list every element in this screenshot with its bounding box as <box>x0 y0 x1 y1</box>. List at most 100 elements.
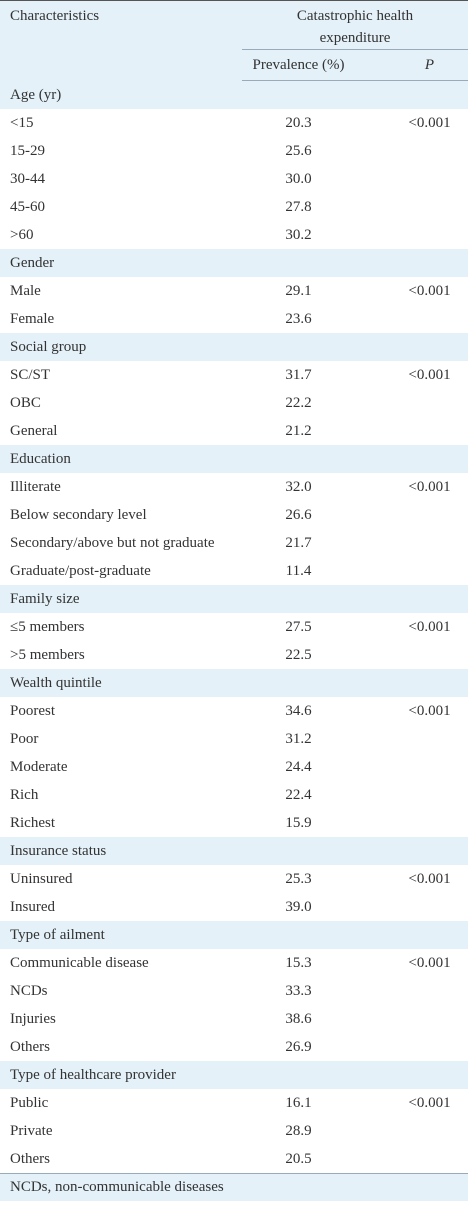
data-row: Others 26.9 <box>0 1032 468 1061</box>
data-row: Injuries 38.6 <box>0 1004 468 1033</box>
p-cell: <0.001 <box>355 360 468 389</box>
row-label: OBC <box>0 388 242 417</box>
row-label: Female <box>0 304 242 333</box>
row-label: Others <box>0 1032 242 1061</box>
p-cell <box>355 192 468 221</box>
header-cell: P <box>355 49 468 81</box>
data-row: 45-60 27.8 <box>0 192 468 221</box>
prevalence-cell: 15.3 <box>242 948 355 977</box>
prevalence-cell: 21.2 <box>242 416 355 445</box>
prevalence-cell: 25.3 <box>242 864 355 893</box>
p-cell <box>355 640 468 669</box>
p-cell <box>355 724 468 753</box>
group-label: Age (yr) <box>0 80 468 109</box>
data-row: Secondary/above but not graduate 21.7 <box>0 528 468 557</box>
p-cell: <0.001 <box>355 108 468 137</box>
p-cell <box>355 752 468 781</box>
data-row: Rich 22.4 <box>0 780 468 809</box>
data-table: Characteristics Catastrophic health expe… <box>0 0 468 1173</box>
row-label: Private <box>0 1116 242 1145</box>
data-row: Below secondary level 26.6 <box>0 500 468 529</box>
data-row: Graduate/post-graduate 11.4 <box>0 556 468 585</box>
row-label: NCDs <box>0 976 242 1005</box>
data-row: 30-44 30.0 <box>0 164 468 193</box>
row-label: Insured <box>0 892 242 921</box>
prevalence-cell: 29.1 <box>242 276 355 305</box>
data-row: <15 20.3 <0.001 <box>0 108 468 137</box>
row-label: Below secondary level <box>0 500 242 529</box>
row-label: ≤5 members <box>0 612 242 641</box>
prevalence-cell: 25.6 <box>242 136 355 165</box>
data-row: Poor 31.2 <box>0 724 468 753</box>
data-row: Public 16.1 <0.001 <box>0 1088 468 1117</box>
p-cell <box>355 1032 468 1061</box>
row-label: <15 <box>0 108 242 137</box>
prevalence-cell: 33.3 <box>242 976 355 1005</box>
group-row: Type of ailment <box>0 920 468 949</box>
prevalence-cell: 23.6 <box>242 304 355 333</box>
row-label: >5 members <box>0 640 242 669</box>
prevalence-cell: 24.4 <box>242 752 355 781</box>
p-cell <box>355 220 468 249</box>
header-cell: Characteristics <box>0 0 242 81</box>
p-cell: <0.001 <box>355 696 468 725</box>
data-row: >5 members 22.5 <box>0 640 468 669</box>
prevalence-cell: 27.8 <box>242 192 355 221</box>
prevalence-cell: 20.3 <box>242 108 355 137</box>
group-row: Age (yr) <box>0 80 468 109</box>
data-row: Illiterate 32.0 <0.001 <box>0 472 468 501</box>
p-cell <box>355 304 468 333</box>
data-row: 15-29 25.6 <box>0 136 468 165</box>
data-row: Poorest 34.6 <0.001 <box>0 696 468 725</box>
data-row: Uninsured 25.3 <0.001 <box>0 864 468 893</box>
prevalence-cell: 32.0 <box>242 472 355 501</box>
p-cell <box>355 892 468 921</box>
p-cell: <0.001 <box>355 612 468 641</box>
row-label: >60 <box>0 220 242 249</box>
prevalence-cell: 21.7 <box>242 528 355 557</box>
row-label: Illiterate <box>0 472 242 501</box>
header-cell: Prevalence (%) <box>242 49 355 81</box>
data-row: OBC 22.2 <box>0 388 468 417</box>
row-label: Others <box>0 1144 242 1173</box>
data-row: Private 28.9 <box>0 1116 468 1145</box>
header-row: Characteristics Catastrophic health expe… <box>0 0 468 81</box>
p-cell: <0.001 <box>355 1088 468 1117</box>
group-row: Gender <box>0 248 468 277</box>
data-row: Others 20.5 <box>0 1144 468 1173</box>
group-label: Type of ailment <box>0 920 468 949</box>
data-row: Moderate 24.4 <box>0 752 468 781</box>
prevalence-cell: 26.9 <box>242 1032 355 1061</box>
group-row: Social group <box>0 332 468 361</box>
p-cell <box>355 416 468 445</box>
group-label: Family size <box>0 584 468 613</box>
header-row: Prevalence (%) P <box>0 49 468 81</box>
row-label: Richest <box>0 808 242 837</box>
data-row: NCDs 33.3 <box>0 976 468 1005</box>
row-label: Rich <box>0 780 242 809</box>
row-label: Graduate/post-graduate <box>0 556 242 585</box>
prevalence-cell: 16.1 <box>242 1088 355 1117</box>
prevalence-cell: 38.6 <box>242 1004 355 1033</box>
p-cell: <0.001 <box>355 864 468 893</box>
prevalence-cell: 39.0 <box>242 892 355 921</box>
prevalence-cell: 34.6 <box>242 696 355 725</box>
p-cell <box>355 1116 468 1145</box>
prevalence-cell: 22.4 <box>242 780 355 809</box>
group-label: Wealth quintile <box>0 668 468 697</box>
row-label: Secondary/above but not graduate <box>0 528 242 557</box>
row-label: Poor <box>0 724 242 753</box>
data-row: Male 29.1 <0.001 <box>0 276 468 305</box>
prevalence-cell: 11.4 <box>242 556 355 585</box>
group-row: Family size <box>0 584 468 613</box>
group-label: Type of healthcare provider <box>0 1060 468 1089</box>
row-label: SC/ST <box>0 360 242 389</box>
p-cell: <0.001 <box>355 472 468 501</box>
p-cell <box>355 528 468 557</box>
p-cell <box>355 164 468 193</box>
row-label: Public <box>0 1088 242 1117</box>
data-row: Female 23.6 <box>0 304 468 333</box>
table-body: Age (yr) <15 20.3 <0.001 15-29 25.6 30-44 30.0 4… <box>0 80 468 1173</box>
group-label: Education <box>0 444 468 473</box>
